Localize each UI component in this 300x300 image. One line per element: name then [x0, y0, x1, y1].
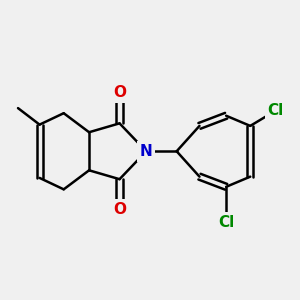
Text: O: O [113, 202, 126, 217]
Text: N: N [140, 144, 153, 159]
Text: O: O [113, 85, 126, 100]
Text: Cl: Cl [268, 103, 284, 118]
Text: Cl: Cl [218, 215, 234, 230]
